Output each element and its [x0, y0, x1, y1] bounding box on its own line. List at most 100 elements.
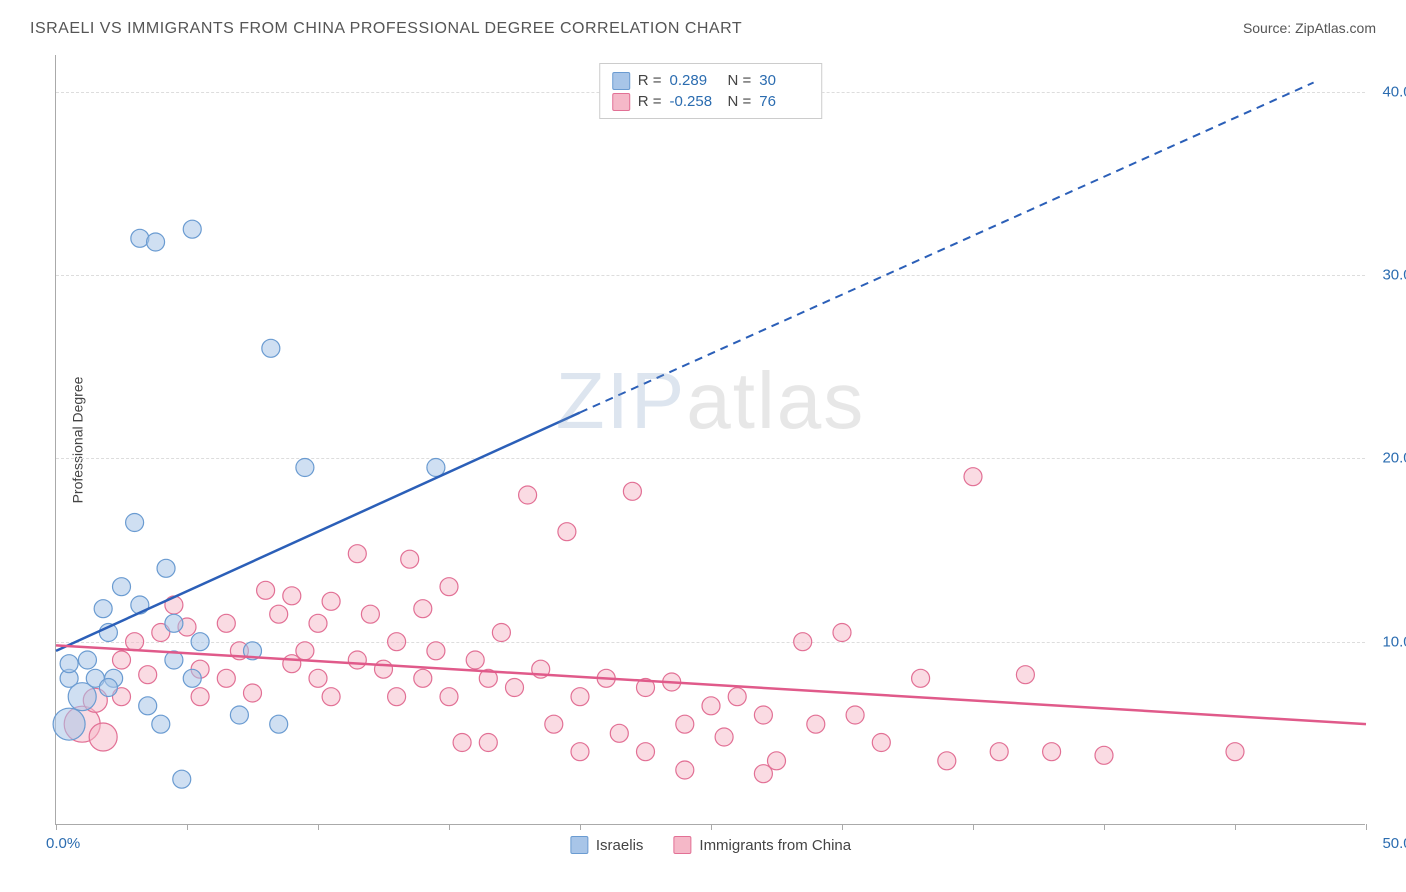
scatter-point	[165, 596, 183, 614]
scatter-point	[217, 614, 235, 632]
scatter-point	[139, 697, 157, 715]
chart-title: ISRAELI VS IMMIGRANTS FROM CHINA PROFESS…	[30, 20, 742, 38]
scatter-point	[60, 655, 78, 673]
scatter-point	[414, 600, 432, 618]
scatter-point	[230, 706, 248, 724]
correlation-legend: R =0.289N =30R =-0.258N =76	[599, 63, 823, 119]
x-tick	[1366, 824, 1367, 830]
r-value: 0.289	[670, 70, 720, 91]
x-tick	[56, 824, 57, 830]
scatter-point	[571, 743, 589, 761]
scatter-point	[479, 734, 497, 752]
scatter-point	[296, 459, 314, 477]
bottom-legend: Israelis Immigrants from China	[570, 836, 851, 854]
scatter-point	[94, 600, 112, 618]
scatter-point	[427, 642, 445, 660]
r-value: -0.258	[670, 91, 720, 112]
scatter-point	[440, 688, 458, 706]
scatter-point	[440, 578, 458, 596]
x-tick	[449, 824, 450, 830]
scatter-point	[558, 523, 576, 541]
scatter-point	[147, 233, 165, 251]
scatter-point	[257, 581, 275, 599]
y-tick-label: 10.0%	[1382, 633, 1406, 650]
scatter-point	[152, 715, 170, 733]
chart-svg	[56, 55, 1365, 824]
scatter-point	[361, 605, 379, 623]
scatter-point	[322, 592, 340, 610]
scatter-point	[1016, 666, 1034, 684]
scatter-point	[1226, 743, 1244, 761]
scatter-point	[676, 761, 694, 779]
scatter-point	[139, 666, 157, 684]
scatter-point	[99, 679, 117, 697]
scatter-point	[283, 587, 301, 605]
legend-item: Immigrants from China	[673, 836, 851, 854]
n-value: 76	[759, 91, 809, 112]
scatter-point	[754, 706, 772, 724]
scatter-point	[309, 614, 327, 632]
scatter-point	[623, 482, 641, 500]
legend-label: Israelis	[596, 837, 644, 854]
scatter-point	[126, 514, 144, 532]
scatter-point	[217, 669, 235, 687]
scatter-point	[173, 770, 191, 788]
correlation-legend-row: R =-0.258N =76	[612, 91, 810, 112]
source-label: Source:	[1243, 20, 1291, 36]
scatter-point	[938, 752, 956, 770]
scatter-point	[183, 669, 201, 687]
scatter-point	[453, 734, 471, 752]
correlation-legend-row: R =0.289N =30	[612, 70, 810, 91]
scatter-point	[427, 459, 445, 477]
scatter-point	[388, 633, 406, 651]
scatter-point	[375, 660, 393, 678]
scatter-point	[53, 708, 85, 740]
scatter-point	[270, 605, 288, 623]
scatter-point	[990, 743, 1008, 761]
x-tick	[973, 824, 974, 830]
x-tick-label-last: 50.0%	[1382, 835, 1406, 852]
scatter-point	[466, 651, 484, 669]
scatter-point	[571, 688, 589, 706]
legend-swatch	[612, 72, 630, 90]
scatter-point	[244, 684, 262, 702]
scatter-point	[610, 724, 628, 742]
trend-line-dashed	[580, 83, 1314, 413]
y-tick-label: 40.0%	[1382, 83, 1406, 100]
scatter-point	[322, 688, 340, 706]
source-attribution: Source: ZipAtlas.com	[1243, 20, 1376, 36]
scatter-point	[1095, 746, 1113, 764]
source-name: ZipAtlas.com	[1295, 20, 1376, 36]
scatter-point	[964, 468, 982, 486]
legend-swatch	[612, 93, 630, 111]
scatter-point	[414, 669, 432, 687]
legend-swatch	[673, 836, 691, 854]
scatter-point	[296, 642, 314, 660]
scatter-point	[833, 624, 851, 642]
scatter-point	[401, 550, 419, 568]
scatter-point	[262, 339, 280, 357]
x-tick	[711, 824, 712, 830]
x-tick	[318, 824, 319, 830]
scatter-point	[519, 486, 537, 504]
legend-label: Immigrants from China	[699, 837, 851, 854]
x-tick	[1104, 824, 1105, 830]
x-tick	[1235, 824, 1236, 830]
scatter-point	[702, 697, 720, 715]
scatter-point	[183, 220, 201, 238]
scatter-point	[191, 688, 209, 706]
y-tick-label: 20.0%	[1382, 450, 1406, 467]
scatter-point	[1043, 743, 1061, 761]
scatter-point	[126, 633, 144, 651]
scatter-point	[309, 669, 327, 687]
y-tick-label: 30.0%	[1382, 267, 1406, 284]
scatter-point	[807, 715, 825, 733]
scatter-point	[506, 679, 524, 697]
scatter-point	[637, 743, 655, 761]
x-tick	[580, 824, 581, 830]
scatter-point	[388, 688, 406, 706]
scatter-point	[912, 669, 930, 687]
legend-item: Israelis	[570, 836, 644, 854]
scatter-point	[754, 765, 772, 783]
scatter-point	[728, 688, 746, 706]
